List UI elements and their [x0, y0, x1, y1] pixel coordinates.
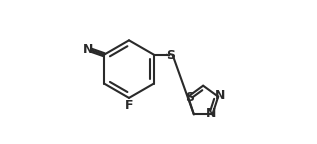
Text: N: N: [215, 89, 225, 102]
Text: N: N: [83, 43, 94, 56]
Text: S: S: [166, 49, 175, 62]
Text: F: F: [125, 99, 133, 112]
Text: N: N: [205, 107, 216, 120]
Text: S: S: [185, 91, 195, 104]
